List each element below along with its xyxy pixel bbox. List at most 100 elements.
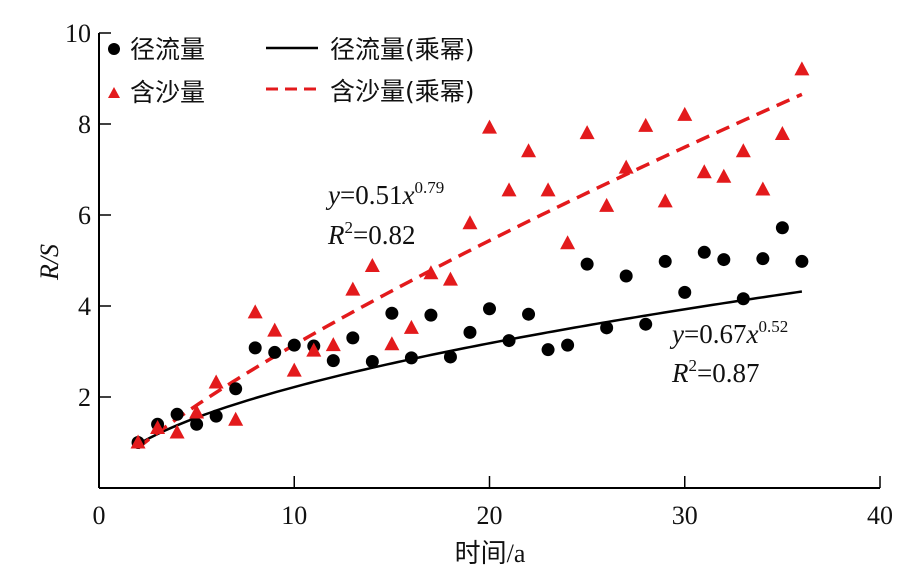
x-ticks: 0 10 20 30 40 [93,476,893,530]
point-runoff [424,308,438,322]
y-tick-label: 2 [78,383,91,412]
legend-label-sediment-fit: 含沙量(乘幂) [330,77,475,106]
point-sediment [540,182,556,197]
fit-lines [136,92,803,450]
point-runoff [678,285,692,299]
point-sediment [189,404,205,419]
y-tick-label: 10 [65,19,91,48]
legend-label-sediment: 含沙量 [130,78,205,107]
point-sediment [521,143,537,158]
point-runoff [365,355,379,369]
point-runoff [561,338,575,352]
legend: 径流量 含沙量 径流量(乘幂) 含沙量(乘幂) [108,35,475,107]
point-sediment [267,322,283,337]
r2-runoff: R2=0.87 [671,356,759,388]
point-runoff [697,245,711,259]
point-sediment [696,164,712,179]
point-sediment [286,362,302,377]
point-runoff [209,409,223,423]
legend-label-runoff: 径流量 [130,35,205,64]
y-tick-label: 6 [78,201,91,230]
y-ticks: 2 4 6 8 10 [65,19,111,412]
legend-marker-runoff [108,43,120,55]
point-runoff [346,331,360,345]
point-runoff [736,292,750,306]
point-runoff [229,382,243,396]
point-runoff [248,341,262,355]
fit-line-sediment [136,92,803,450]
legend-marker-sediment [108,87,120,98]
point-sediment [384,336,400,351]
point-sediment [657,193,673,208]
point-sediment [208,374,224,389]
point-sediment [403,319,419,334]
point-sediment [735,143,751,158]
point-sediment [716,168,732,183]
point-runoff [639,317,653,331]
axes: 0 10 20 30 40 2 4 6 8 10 [65,19,893,530]
fit-line-runoff [137,290,803,446]
x-tick-label: 10 [281,501,307,530]
point-sediment [306,342,322,357]
equation-runoff: y=0.67x0.52 [669,317,788,349]
point-runoff [385,306,399,320]
point-sediment [364,257,380,272]
x-tick-label: 40 [867,501,893,530]
point-runoff [483,302,496,316]
point-runoff [658,254,672,268]
point-runoff [717,253,731,267]
annotation-sediment-fit: y=0.51x0.79 R2=0.82 [325,178,444,250]
point-runoff [170,407,184,421]
point-runoff [287,338,301,352]
data-points [130,61,810,449]
point-runoff [502,334,516,348]
point-runoff [190,417,204,431]
point-runoff [443,350,457,364]
point-sediment [794,61,810,76]
equation-sediment: y=0.51x0.79 [325,178,444,210]
y-axis-title: R/S [35,244,64,281]
point-sediment [325,337,341,352]
point-sediment [130,434,146,449]
annotation-runoff-fit: y=0.67x0.52 R2=0.87 [669,317,788,388]
point-sediment [462,215,478,230]
point-sediment [482,119,497,134]
y-tick-label: 8 [78,110,91,139]
point-runoff [756,252,770,266]
point-sediment [774,126,790,141]
point-sediment [345,281,361,296]
point-runoff [600,321,614,335]
point-sediment [599,197,615,212]
point-runoff [463,325,477,339]
point-runoff [795,254,809,268]
x-tick-label: 0 [93,501,106,530]
point-sediment [228,411,244,426]
point-runoff [522,307,536,321]
point-sediment [579,125,595,140]
point-sediment [755,181,771,196]
point-sediment [501,182,517,197]
point-sediment [442,271,458,286]
point-sediment [169,424,185,439]
point-sediment [560,235,576,250]
point-runoff [619,269,633,283]
y-tick-label: 4 [78,292,91,321]
point-sediment [150,419,166,434]
point-runoff [268,345,282,359]
point-sediment [677,106,693,121]
point-sediment [247,304,263,319]
point-runoff [541,343,555,357]
point-runoff [775,221,789,235]
legend-label-runoff-fit: 径流量(乘幂) [330,35,475,64]
point-sediment [423,265,439,280]
x-tick-label: 30 [672,501,698,530]
point-sediment [618,159,634,174]
x-tick-label: 20 [477,501,503,530]
point-runoff [580,257,594,271]
r2-sediment: R2=0.82 [327,218,415,250]
point-runoff [404,351,418,365]
point-sediment [638,117,654,132]
x-axis-title: 时间/a [455,539,526,568]
point-runoff [326,354,340,368]
